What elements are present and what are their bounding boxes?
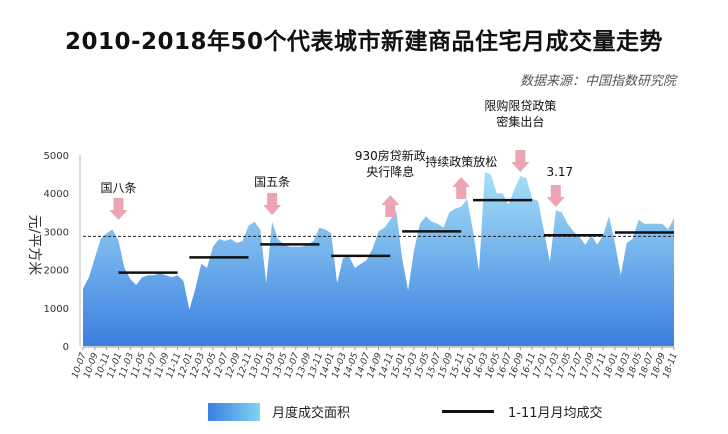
annotation-label: 央行降息 <box>366 164 414 179</box>
annotation-label: 密集出台 <box>496 114 544 129</box>
arrow-up-icon <box>452 177 471 199</box>
y-tick-label: 1000 <box>44 304 69 315</box>
arrow-down-icon <box>546 185 565 207</box>
legend-line-label: 1-11月月均成交 <box>508 406 603 421</box>
legend-area-label: 月度成交面积 <box>272 406 351 421</box>
arrow-down-icon <box>511 150 530 172</box>
y-tick-label: 2000 <box>44 266 69 277</box>
arrow-up-icon <box>381 195 400 217</box>
annotation-label: 持续政策放松 <box>425 154 497 169</box>
annotation-label: 国八条 <box>100 181 136 195</box>
y-tick-label: 4000 <box>44 189 69 200</box>
chart-title: 2010-2018年50个代表城市新建商品住宅月成交量走势 <box>64 29 664 55</box>
annotation-label: 930房贷新政 <box>355 148 426 163</box>
annotation-label: 国五条 <box>254 175 290 189</box>
annotation-label: 3.17 <box>546 165 573 179</box>
arrow-down-icon <box>109 198 128 220</box>
y-tick-label: 0 <box>63 342 69 353</box>
legend-line: 1-11月月均成交 <box>442 402 603 421</box>
annotation-label: 限购限贷政策 <box>484 98 556 113</box>
arrow-down-icon <box>263 193 282 215</box>
legend-area: 月度成交面积 <box>208 402 350 421</box>
legend-area-swatch <box>208 402 260 421</box>
legend-line-swatch <box>442 410 494 413</box>
y-tick-label: 3000 <box>44 227 69 238</box>
y-axis-label: 元/平方米 <box>26 215 42 276</box>
data-source: 数据来源：中国指数研究院 <box>519 74 676 89</box>
y-tick-label: 5000 <box>44 151 69 162</box>
area-series-monthly <box>83 172 674 346</box>
